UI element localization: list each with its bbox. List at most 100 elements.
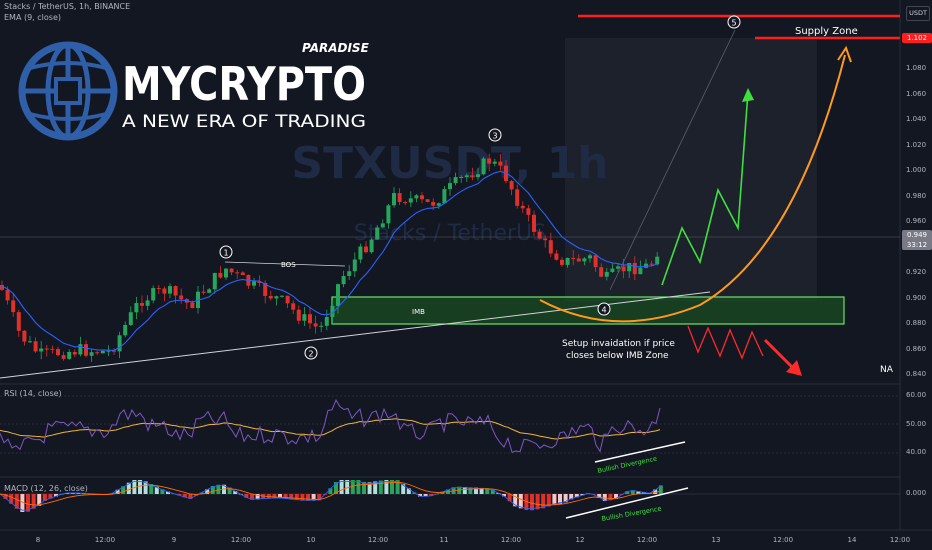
macd-bar [300,494,305,501]
macd-bar [502,494,506,497]
candle-body [33,341,38,352]
macd-bar [194,494,198,496]
svg-text:1: 1 [223,249,228,258]
macd-bar [272,494,277,499]
candle-body [280,295,284,297]
macd-bar [479,487,484,494]
rsi-tick-label: 40.00 [906,448,927,456]
bearish-arrow-shaft [763,338,797,372]
candle-countdown: 33:12 [906,241,928,249]
macd-signal-line [0,481,661,506]
macd-bar [630,490,635,494]
macd-bar [250,494,254,500]
candle-body [0,285,4,290]
candle-body [576,258,581,262]
candle-body [207,289,212,293]
macd-bar [283,494,288,499]
candle-body [78,344,83,355]
time-tick-label: 14 [847,536,857,544]
candle-body [274,296,279,299]
macd-bar [653,489,658,494]
time-tick-label: 12:00 [889,536,911,544]
candle-body [616,266,620,269]
macd-bar [468,487,473,494]
candle-body [324,317,329,326]
chip-icon [54,77,82,105]
time-tick-label: 12:00 [94,536,116,544]
candle-body [352,259,357,272]
macd-bar [306,494,310,501]
time-tick-label: 12:00 [367,536,389,544]
time-tick-label: 13 [711,536,721,544]
candle-body [173,286,178,296]
candle-body [162,288,167,294]
ema-line [1,170,658,351]
rsi-divergence-line [594,441,686,463]
candle-body [397,193,402,203]
price-tick-label: 1.020 [906,140,927,149]
chart-title[interactable]: Stacks / TetherUS, 1h, BINANCE [4,2,131,11]
supply-zone-label: Supply Zone [795,26,858,37]
macd-legend[interactable]: MACD (12, 26, close) [4,484,88,493]
candle-body [89,352,94,356]
rsi-legend[interactable]: RSI (14, close) [4,389,62,398]
candle-body [11,300,16,313]
macd-bar [160,489,165,494]
time-tick-label: 11 [439,536,449,544]
macd-bar [406,488,411,494]
macd-bar [70,492,75,494]
macd-bar [311,494,316,501]
macd-bar [608,494,613,501]
macd-bar [614,494,618,499]
macd-bar [580,494,585,496]
price-tick-label: 0.920 [906,268,927,276]
ema-legend[interactable]: EMA (9, close) [4,13,61,22]
candlestick-series [0,153,660,362]
macd-bar [261,494,266,500]
candle-body [515,189,520,206]
candle-body [106,350,111,352]
macd-bar [222,484,226,494]
candle-body [571,257,576,259]
candle-body [117,335,122,352]
macd-bar [31,494,36,509]
macd-bar [121,486,126,494]
candle-body [565,257,570,265]
candle-body [470,175,475,178]
macd-bar [54,494,58,497]
macd-bar [636,491,641,494]
svg-text:2: 2 [308,350,313,359]
macd-bar [210,486,215,494]
candle-body [56,349,60,356]
macd-bar [356,480,361,494]
candle-body [448,183,452,190]
candle-body [229,268,234,273]
macd-bar [233,490,238,494]
time-tick-label: 12:00 [500,536,522,544]
macd-bar [541,494,546,509]
macd-bar [177,494,182,496]
svg-text:4: 4 [601,306,606,315]
candle-body [140,303,144,306]
time-tick-label: 12 [575,536,585,544]
macd-bar [138,480,142,494]
candle-body [476,174,480,178]
macd-bar [328,488,333,494]
macd-bar [390,480,394,494]
rsi-ma-line [0,418,661,440]
bullish-projection-path [661,91,749,286]
currency-button[interactable]: USDT [906,6,930,21]
candle-body [50,348,55,350]
candle-body [492,161,497,164]
macd-tick-label: 0.000 [906,489,927,497]
candle-body [296,309,301,321]
macd-bar [535,494,540,510]
candle-body [336,284,340,306]
macd-bar [216,484,221,494]
candle-body [655,256,660,265]
macd-bar [278,494,282,499]
bullish-arrow-head [742,88,754,102]
macd-bar [378,480,383,494]
candle-body [593,255,598,268]
